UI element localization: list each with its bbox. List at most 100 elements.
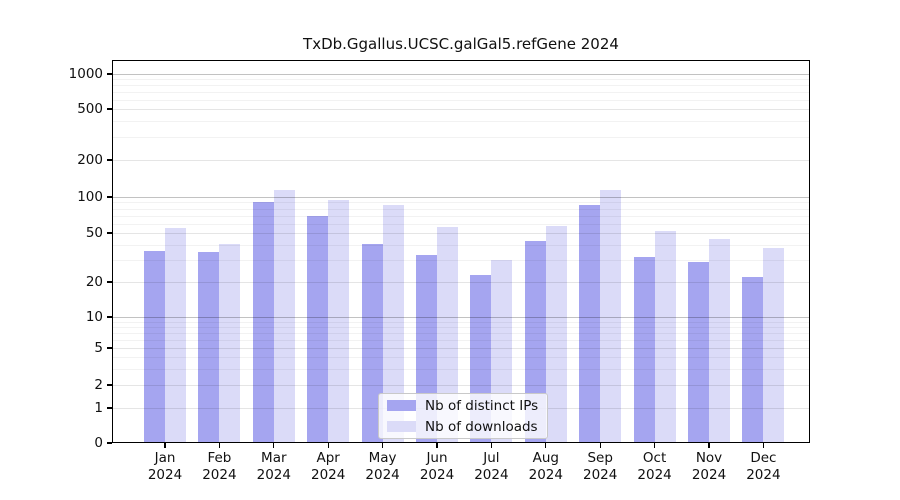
x-tick-mark-nov-2024	[708, 443, 710, 448]
legend-label-downloads: Nb of downloads	[425, 418, 538, 435]
bar-nb-of-distinct-ips-sep-2024	[579, 205, 601, 443]
gridline-2	[112, 385, 810, 386]
x-tick-label-jun-2024: Jun 2024	[419, 450, 455, 483]
y-tick-label-1: 1	[94, 400, 103, 416]
minor-gridline-60	[112, 223, 810, 225]
y-tick-mark-500	[107, 108, 112, 110]
gridline-200	[112, 160, 810, 161]
y-tick-label-500: 500	[77, 101, 103, 117]
minor-gridline-800	[112, 85, 810, 87]
y-tick-mark-2	[107, 384, 112, 386]
bar-nb-of-distinct-ips-nov-2024	[688, 262, 709, 443]
bar-nb-of-downloads-sep-2024	[600, 190, 622, 443]
minor-gridline-300	[112, 137, 810, 139]
x-tick-label-nov-2024: Nov 2024	[691, 450, 727, 483]
x-tick-mark-sep-2024	[599, 443, 601, 448]
y-tick-mark-1	[107, 407, 112, 409]
y-tick-label-200: 200	[77, 152, 103, 168]
bar-nb-of-distinct-ips-aug-2024	[524, 241, 546, 443]
minor-gridline-600	[112, 99, 810, 101]
x-tick-label-sep-2024: Sep 2024	[583, 450, 618, 483]
y-tick-mark-5	[107, 347, 112, 349]
gridline-20	[112, 282, 810, 283]
x-tick-mark-oct-2024	[654, 443, 656, 448]
minor-gridline-90	[112, 202, 810, 204]
bar-nb-of-downloads-oct-2024	[654, 230, 676, 443]
minor-gridline-8	[112, 326, 810, 328]
chart-title: TxDb.Ggallus.UCSC.galGal5.refGene 2024	[303, 35, 619, 53]
x-tick-mark-jul-2024	[490, 443, 492, 448]
bar-nb-of-downloads-mar-2024	[273, 190, 295, 443]
legend-row-downloads: Nb of downloads	[387, 419, 539, 435]
x-tick-label-feb-2024: Feb 2024	[202, 450, 237, 483]
x-tick-mark-jan-2024	[164, 443, 166, 448]
x-tick-mark-jun-2024	[436, 443, 438, 448]
x-tick-mark-mar-2024	[273, 443, 275, 448]
minor-gridline-30	[112, 260, 810, 262]
y-tick-label-1000: 1000	[68, 66, 103, 82]
x-tick-label-aug-2024: Aug 2024	[528, 450, 563, 483]
legend-swatch-downloads	[387, 420, 416, 433]
legend-row-distinct-ips: Nb of distinct IPs	[387, 398, 539, 414]
y-tick-mark-1000	[107, 73, 112, 75]
minor-gridline-3	[112, 368, 810, 370]
x-tick-label-apr-2024: Apr 2024	[311, 450, 346, 483]
bar-nb-of-distinct-ips-mar-2024	[252, 201, 274, 443]
x-tick-mark-apr-2024	[327, 443, 329, 448]
bar-nb-of-distinct-ips-may-2024	[361, 243, 383, 443]
bar-nb-of-downloads-may-2024	[382, 205, 404, 443]
y-tick-mark-20	[107, 281, 112, 283]
y-tick-mark-50	[107, 232, 112, 234]
bar-nb-of-downloads-jan-2024	[165, 228, 186, 443]
bar-nb-of-downloads-feb-2024	[219, 243, 241, 443]
y-tick-mark-200	[107, 159, 112, 161]
minor-gridline-80	[112, 208, 810, 210]
minor-gridline-700	[112, 92, 810, 93]
bar-nb-of-distinct-ips-apr-2024	[307, 215, 329, 443]
y-tick-label-100: 100	[77, 189, 103, 205]
legend: Nb of distinct IPs Nb of downloads	[378, 393, 548, 439]
gridline-50	[112, 233, 810, 234]
y-tick-label-0: 0	[94, 435, 103, 451]
y-tick-label-20: 20	[85, 274, 103, 290]
gridline-500	[112, 109, 810, 110]
legend-label-distinct-ips: Nb of distinct IPs	[425, 397, 539, 414]
major-gridline-1000	[112, 74, 810, 75]
major-gridline-100	[112, 197, 810, 198]
bar-nb-of-downloads-apr-2024	[328, 200, 350, 443]
y-tick-mark-0	[107, 442, 112, 444]
x-tick-mark-feb-2024	[218, 443, 220, 448]
x-tick-mark-may-2024	[382, 443, 384, 448]
y-tick-label-10: 10	[85, 309, 103, 325]
x-tick-mark-dec-2024	[762, 443, 764, 448]
legend-swatch-distinct-ips	[387, 399, 416, 412]
bar-nb-of-downloads-aug-2024	[545, 226, 567, 443]
minor-gridline-7	[112, 332, 810, 334]
x-tick-label-mar-2024: Mar 2024	[256, 450, 291, 483]
minor-gridline-40	[112, 244, 810, 246]
x-tick-label-dec-2024: Dec 2024	[746, 450, 781, 483]
bar-nb-of-distinct-ips-feb-2024	[198, 252, 220, 443]
minor-gridline-4	[112, 357, 810, 358]
major-gridline-10	[112, 317, 810, 318]
y-tick-label-5: 5	[94, 340, 103, 356]
y-tick-label-2: 2	[94, 377, 103, 393]
minor-gridline-900	[112, 79, 810, 81]
minor-gridline-9	[112, 321, 810, 323]
y-tick-mark-100	[107, 196, 112, 198]
minor-gridline-6	[112, 339, 810, 341]
bar-nb-of-distinct-ips-dec-2024	[742, 276, 764, 443]
bar-nb-of-downloads-dec-2024	[763, 247, 785, 443]
y-tick-mark-10	[107, 316, 112, 318]
plot-area	[112, 60, 810, 443]
bar-nb-of-distinct-ips-oct-2024	[633, 256, 655, 443]
bar-nb-of-downloads-jun-2024	[437, 227, 458, 443]
minor-gridline-400	[112, 121, 810, 123]
bar-nb-of-downloads-nov-2024	[709, 238, 730, 443]
x-tick-label-oct-2024: Oct 2024	[637, 450, 672, 483]
x-tick-label-jul-2024: Jul 2024	[474, 450, 509, 483]
minor-gridline-70	[112, 215, 810, 217]
y-tick-label-50: 50	[85, 225, 103, 241]
bar-nb-of-distinct-ips-jan-2024	[144, 250, 165, 443]
